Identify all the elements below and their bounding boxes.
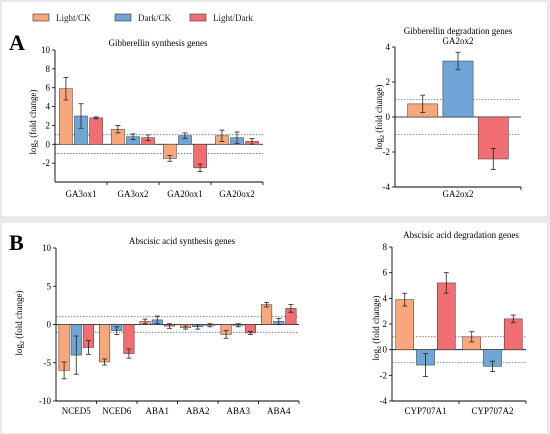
x-tick-label: CYP707A2 [471, 406, 513, 416]
chart-subtitle: GA2ox2 [443, 36, 474, 46]
y-tick-label: -5 [44, 358, 52, 368]
panel-label-b: B [9, 230, 24, 255]
x-tick-label: GA3ox2 [118, 189, 149, 199]
y-tick-label: 6 [46, 83, 51, 93]
y-tick-label: 0 [386, 112, 391, 122]
chart-gibberellin-degradation: Gibberellin degradation genes GA2ox2 log… [374, 26, 522, 199]
y-axis-label: log2 (fold change) [371, 296, 383, 361]
x-tick-label: CYP707A1 [404, 406, 446, 416]
y-tick-label: -10 [39, 396, 51, 406]
y-tick-label: -2 [383, 147, 391, 157]
bar-light-ck [395, 299, 415, 350]
y-tick-label: 2 [383, 319, 388, 329]
chart-aba-synthesis: Abscisic acid synthesis genes log2 (fold… [14, 236, 300, 416]
y-tick-label: -4 [380, 396, 388, 406]
x-tick-label: ABA3 [226, 406, 250, 416]
y-axis-label: log2 (fold change) [374, 85, 386, 150]
y-tick-label: 8 [46, 64, 51, 74]
legend-label-light-dark: Light/Dark [213, 13, 253, 23]
y-tick-label: -4 [383, 182, 391, 192]
bar-light-dark [503, 318, 523, 350]
y-tick-label: 4 [386, 42, 391, 52]
chart-gibberellin-synthesis: Gibberellin synthesis genes log2 (fold c… [28, 38, 264, 199]
chart-aba-degradation: Abscisic acid degradation genes log2 (fo… [371, 230, 527, 416]
y-tick-label: 8 [383, 242, 388, 252]
y-tick-label: 0 [383, 345, 388, 355]
y-tick-label: -2 [380, 370, 388, 380]
chart-title: Abscisic acid synthesis genes [129, 236, 236, 246]
y-tick-label: 2 [386, 77, 391, 87]
y-tick-label: 10 [42, 243, 52, 253]
y-axis-label: log2 (fold change) [28, 90, 40, 155]
x-tick-label: GA20ox1 [167, 189, 203, 199]
bar-light-ck [261, 304, 273, 325]
x-tick-label: GA2ox2 [443, 189, 474, 199]
legend-label-dark-ck: Dark/CK [138, 13, 171, 23]
x-tick-label: ABA1 [145, 406, 169, 416]
y-tick-label: 5 [47, 281, 52, 291]
legend: Light/CK Dark/CK Light/Dark [32, 13, 253, 23]
y-tick-label: 10 [41, 45, 51, 55]
y-axis-label: log2 (fold change) [14, 291, 26, 356]
y-tick-label: 6 [383, 268, 388, 278]
legend-label-light-ck: Light/CK [56, 13, 91, 23]
y-tick-label: 0 [47, 320, 52, 330]
chart-title: Gibberellin degradation genes [404, 26, 513, 36]
x-tick-label: GA20ox2 [219, 189, 255, 199]
x-tick-label: NCED5 [62, 406, 91, 416]
chart-title: Abscisic acid degradation genes [403, 230, 519, 240]
bar-light-dark [89, 117, 103, 145]
x-tick-label: ABA2 [186, 406, 210, 416]
legend-swatch-dark-ck [114, 13, 132, 22]
y-tick-label: 2 [46, 120, 51, 130]
panel-label-a: A [9, 30, 25, 55]
y-tick-label: 4 [46, 102, 51, 112]
y-tick-label: -2 [43, 158, 51, 168]
x-tick-label: ABA4 [267, 406, 291, 416]
chart-title: Gibberellin synthesis genes [109, 38, 208, 48]
y-tick-label: 4 [383, 293, 388, 303]
y-tick-label: 0 [46, 139, 51, 149]
legend-swatch-light-dark [189, 13, 207, 22]
legend-swatch-light-ck [32, 13, 50, 22]
x-tick-label: NCED6 [102, 406, 131, 416]
bar-dark-ck [442, 60, 474, 118]
bar-light-ck [99, 324, 111, 363]
x-tick-label: GA3ox1 [66, 189, 97, 199]
